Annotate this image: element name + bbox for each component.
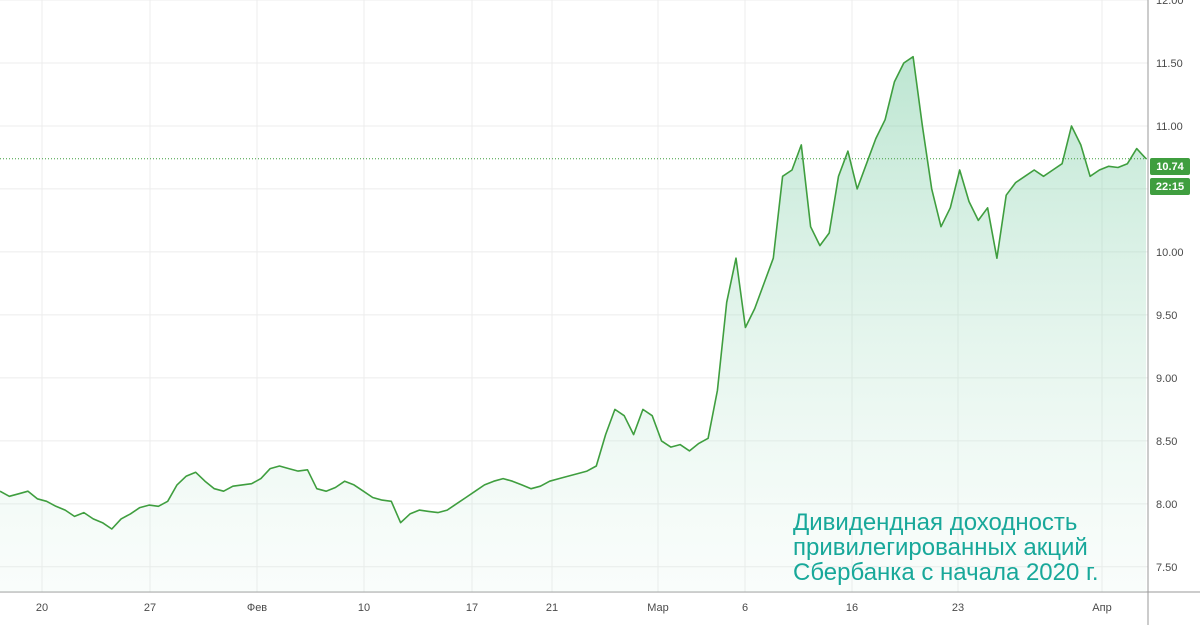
annotation-line-3: Сбербанка с начала 2020 г. bbox=[793, 559, 1099, 586]
y-tick-label: 11.50 bbox=[1156, 58, 1183, 70]
x-tick-label: 16 bbox=[846, 602, 858, 614]
x-tick-label: Фев bbox=[247, 602, 267, 614]
y-tick-label: 11.00 bbox=[1156, 121, 1183, 133]
y-tick-label: 9.00 bbox=[1156, 373, 1177, 385]
x-tick-label: 27 bbox=[144, 602, 156, 614]
annotation: Дивидендная доходность привилегированных… bbox=[793, 509, 1099, 586]
x-tick-label: 23 bbox=[952, 602, 964, 614]
last-time-label: 22:15 bbox=[1156, 181, 1184, 193]
y-tick-label: 12.00 bbox=[1156, 0, 1184, 7]
x-tick-label: 10 bbox=[358, 602, 370, 614]
y-tick-label: 7.50 bbox=[1156, 562, 1177, 574]
y-tick-label: 8.50 bbox=[1156, 436, 1177, 448]
series-area bbox=[0, 56, 1146, 592]
y-tick-label: 9.50 bbox=[1156, 310, 1177, 322]
x-axis: 20 27 Фев 10 17 21 Мар 6 16 23 Апр bbox=[36, 602, 1112, 614]
last-time-badge-bg bbox=[1150, 178, 1190, 195]
x-tick-label: 21 bbox=[546, 602, 558, 614]
y-axis: 12.0011.5011.0010.5010.009.509.008.508.0… bbox=[1156, 0, 1184, 574]
series-line bbox=[0, 55, 1147, 530]
annotation-line-2: привилегированных акций bbox=[793, 534, 1088, 561]
last-value-label: 10.74 bbox=[1156, 161, 1184, 173]
last-value-badge-bg bbox=[1150, 158, 1190, 175]
x-tick-label: Мар bbox=[647, 602, 669, 614]
y-tick-label: 8.00 bbox=[1156, 499, 1177, 511]
last-value-badge: 10.74 22:15 bbox=[1150, 158, 1190, 195]
x-tick-label: 6 bbox=[742, 602, 748, 614]
x-tick-label: 20 bbox=[36, 602, 48, 614]
x-tick-label: 17 bbox=[466, 602, 478, 614]
y-tick-label: 10.00 bbox=[1156, 247, 1184, 259]
x-tick-label: Апр bbox=[1092, 602, 1111, 614]
annotation-line-1: Дивидендная доходность bbox=[793, 509, 1077, 536]
